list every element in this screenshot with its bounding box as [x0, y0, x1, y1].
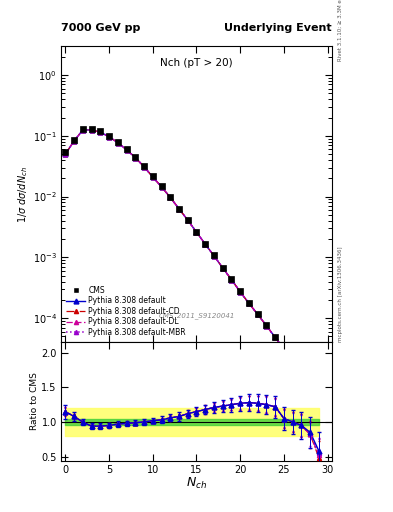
Legend: CMS, Pythia 8.308 default, Pythia 8.308 default-CD, Pythia 8.308 default-DL, Pyt: CMS, Pythia 8.308 default, Pythia 8.308 …	[65, 284, 187, 338]
Text: 7000 GeV pp: 7000 GeV pp	[61, 23, 140, 33]
Text: Rivet 3.1.10; ≥ 3.3M events: Rivet 3.1.10; ≥ 3.3M events	[338, 0, 343, 61]
Text: mcplots.cern.ch [arXiv:1306.3436]: mcplots.cern.ch [arXiv:1306.3436]	[338, 247, 343, 343]
X-axis label: $N_{ch}$: $N_{ch}$	[186, 476, 207, 492]
Text: Nch (pT > 20): Nch (pT > 20)	[160, 58, 233, 68]
Text: CMS_2011_S9120041: CMS_2011_S9120041	[158, 312, 235, 318]
Y-axis label: $1/\sigma\;d\sigma/dN_{ch}$: $1/\sigma\;d\sigma/dN_{ch}$	[16, 166, 30, 223]
Y-axis label: Ratio to CMS: Ratio to CMS	[29, 373, 39, 431]
Text: Underlying Event: Underlying Event	[224, 23, 332, 33]
